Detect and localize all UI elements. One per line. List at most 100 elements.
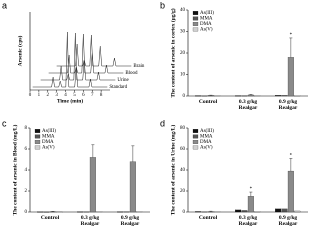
legend-label: MMA: [200, 17, 213, 22]
bar: [275, 95, 282, 97]
y-tick-label: 6: [25, 147, 28, 152]
significance-mark: *: [290, 154, 293, 159]
legend-swatch: [192, 134, 199, 139]
bar: [89, 157, 96, 213]
legend-label: MMA: [200, 135, 213, 140]
x-tick-label: 3: [55, 93, 58, 98]
bar: [207, 211, 214, 213]
panel-label: a: [2, 0, 7, 10]
bar: [281, 208, 288, 213]
trace-label: Urine: [117, 78, 129, 83]
legend-swatch: [34, 145, 41, 150]
legend-label: As(III): [200, 11, 214, 16]
y-axis-label: The content of arsenic in Urine (mg/L): [169, 125, 176, 216]
x-tick-label: 2: [47, 93, 50, 98]
legend-swatch: [192, 145, 199, 150]
bar: [294, 95, 301, 97]
significance-mark: *: [250, 187, 253, 192]
x-tick-label: 1: [38, 93, 41, 98]
bar: [83, 211, 90, 213]
legend-label: DMA: [200, 140, 212, 145]
legend-label: As(V): [42, 146, 55, 151]
legend-swatch: [34, 129, 41, 133]
trace-label: Brain: [133, 64, 145, 69]
chromatogram-trace: [56, 34, 132, 67]
legend-swatch: [192, 27, 199, 32]
chromatogram-trace: [40, 32, 116, 81]
y-tick-label: 10: [180, 73, 186, 78]
bar: [254, 211, 261, 213]
bar: [235, 209, 242, 213]
bar: [77, 211, 84, 213]
y-tick-label: 80: [180, 126, 186, 131]
panel-label: b: [160, 0, 165, 10]
trace-label: Standard: [109, 85, 127, 90]
bar: [287, 57, 294, 97]
y-tick-label: 20: [180, 189, 186, 194]
bar: [294, 210, 301, 213]
legend-label: As(III): [42, 129, 56, 134]
bar: [281, 95, 288, 97]
bar: [214, 95, 221, 97]
panel-label: d: [160, 118, 165, 128]
x-tick-label: 5: [73, 93, 76, 98]
x-tick-label: 0.3 g/kg Realgar: [239, 215, 258, 227]
bar: [195, 95, 202, 97]
y-tick-label: 4: [25, 168, 28, 173]
legend-swatch: [192, 16, 199, 21]
legend-swatch: [192, 140, 199, 144]
y-axis-label: The content of arsenic in cortex (μg/g): [169, 8, 176, 97]
bar: [43, 211, 50, 213]
bar: [241, 210, 248, 213]
x-tick-label: Control: [199, 215, 218, 221]
bar: [241, 95, 248, 97]
y-tick-label: 40: [180, 8, 186, 13]
legend-swatch: [34, 140, 41, 144]
y-tick-label: 8: [25, 126, 28, 131]
y-tick-label: 20: [180, 51, 186, 56]
y-tick-label: 30: [180, 30, 186, 35]
legend-swatch: [34, 134, 41, 139]
bar: [287, 170, 294, 213]
bar: [207, 95, 214, 97]
bar: [136, 211, 143, 213]
bar: [247, 196, 254, 213]
y-tick-label: 0: [183, 94, 186, 99]
bar: [123, 211, 130, 213]
bar: [235, 95, 242, 97]
x-tick-label: 0.3 g/kg Realgar: [239, 99, 258, 111]
legend-label: DMA: [200, 22, 212, 27]
legend-label: As(III): [200, 129, 214, 134]
chromatogram-trace: [32, 31, 108, 88]
trace-label: Blood: [125, 71, 138, 76]
bar: [56, 211, 63, 213]
x-tick-label: 0.9 g/kg Realgar: [121, 215, 140, 227]
panel-label: c: [2, 118, 7, 128]
bar: [254, 95, 261, 97]
legend-label: MMA: [42, 135, 55, 140]
y-axis-label: The content of arsenic in Blood (mg/L): [11, 124, 18, 215]
x-tick-label: 0: [29, 93, 32, 98]
y-tick-label: 40: [180, 168, 186, 173]
bar: [96, 211, 103, 213]
bar: [195, 211, 202, 213]
bar: [275, 208, 282, 213]
legend-label: DMA: [42, 140, 54, 145]
x-axis-label: Time (min): [57, 97, 83, 104]
x-tick-label: 6: [82, 93, 85, 98]
significance-mark: *: [290, 33, 293, 38]
bar: [247, 94, 254, 97]
x-tick-label: 8: [100, 93, 103, 98]
bar: [214, 211, 221, 213]
y-tick-label: 0: [183, 210, 186, 215]
x-tick-label: Control: [41, 215, 60, 221]
chromatogram-trace: [48, 33, 124, 74]
y-tick-label: 0: [25, 210, 28, 215]
bar: [37, 211, 44, 213]
legend-label: As(V): [200, 146, 213, 151]
legend-swatch: [192, 129, 199, 133]
y-tick-label: 60: [180, 147, 186, 152]
x-tick-label: 0.3 g/kg Realgar: [81, 215, 100, 227]
x-tick-label: 0.9 g/kg Realgar: [279, 215, 298, 227]
